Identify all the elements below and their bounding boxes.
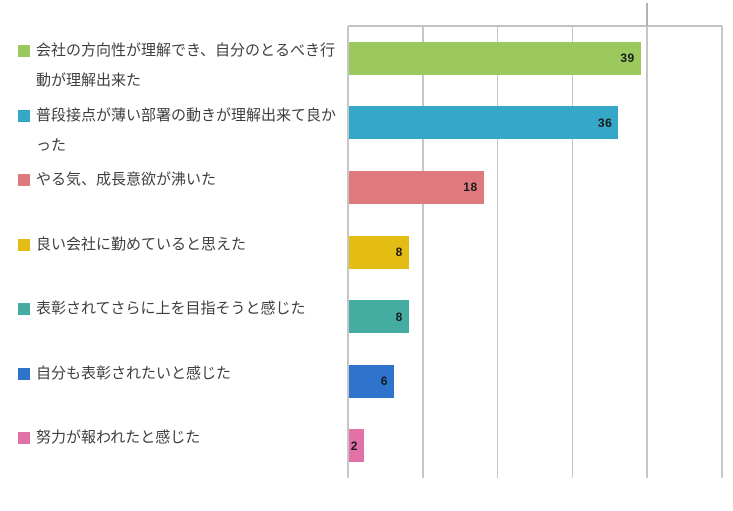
legend-label: やる気、成長意欲が沸いた [36, 171, 217, 189]
gridline-40 [646, 26, 648, 478]
legend-swatch [18, 367, 30, 380]
legend-swatch [18, 303, 30, 316]
legend-label: 会社の方向性が理解でき、自分のとるべき行動が理解出来た [36, 42, 335, 89]
bar-value-label: 39 [620, 51, 635, 66]
legend-item: 会社の方向性が理解でき、自分のとるべき行動が理解出来た [18, 36, 348, 96]
legend-item: 普段接点が薄い部署の動きが理解出来て良かった [18, 101, 348, 161]
gridline-30 [571, 26, 574, 478]
legend-swatch [18, 238, 30, 251]
bar-value-label: 18 [463, 180, 478, 195]
plot-top-border [348, 25, 722, 27]
legend-item: 努力が報われたと感じた [18, 423, 348, 453]
bar: 18 [349, 170, 484, 204]
gridline-10 [422, 26, 424, 478]
legend-item: 良い会社に勤めていると思えた [18, 230, 348, 260]
legend-label: 努力が報われたと感じた [36, 429, 201, 447]
bar: 2 [349, 429, 364, 463]
legend-item: やる気、成長意欲が沸いた [18, 165, 348, 195]
bar-value-label: 8 [395, 309, 403, 324]
gridline-0 [347, 26, 349, 478]
legend-swatch [18, 432, 30, 445]
plot-area: 39 36 18 8 8 6 2 [347, 25, 723, 478]
legend-label: 表彰されてさらに上を目指そうと感じた [36, 300, 306, 318]
legend-label: 良い会社に勤めていると思えた [36, 235, 247, 253]
legend-item: 表彰されてさらに上を目指そうと感じた [18, 294, 348, 324]
bar: 8 [349, 235, 409, 269]
gridline-50 [721, 26, 723, 478]
bar-value-label: 36 [597, 115, 613, 130]
bar: 6 [349, 364, 394, 398]
bar-value-label: 8 [395, 245, 403, 259]
legend-item: 自分も表彰されたいと感じた [18, 359, 348, 389]
legend-label: 自分も表彰されたいと感じた [36, 364, 232, 382]
legend-swatch [18, 174, 30, 187]
legend-label: 普段接点が薄い部署の動きが理解出来て良かった [36, 106, 337, 154]
gridline-20 [496, 26, 499, 478]
bar-value-label: 6 [380, 374, 388, 389]
legend-swatch [18, 45, 30, 57]
bar-value-label: 2 [350, 438, 358, 453]
legend: 会社の方向性が理解でき、自分のとるべき行動が理解出来た 普段接点が薄い部署の動きが… [0, 0, 348, 511]
bar: 39 [349, 41, 641, 75]
legend-swatch [18, 109, 30, 122]
bar: 36 [349, 106, 619, 140]
stray-gridline-artifact [646, 3, 648, 26]
bar: 8 [349, 300, 409, 334]
